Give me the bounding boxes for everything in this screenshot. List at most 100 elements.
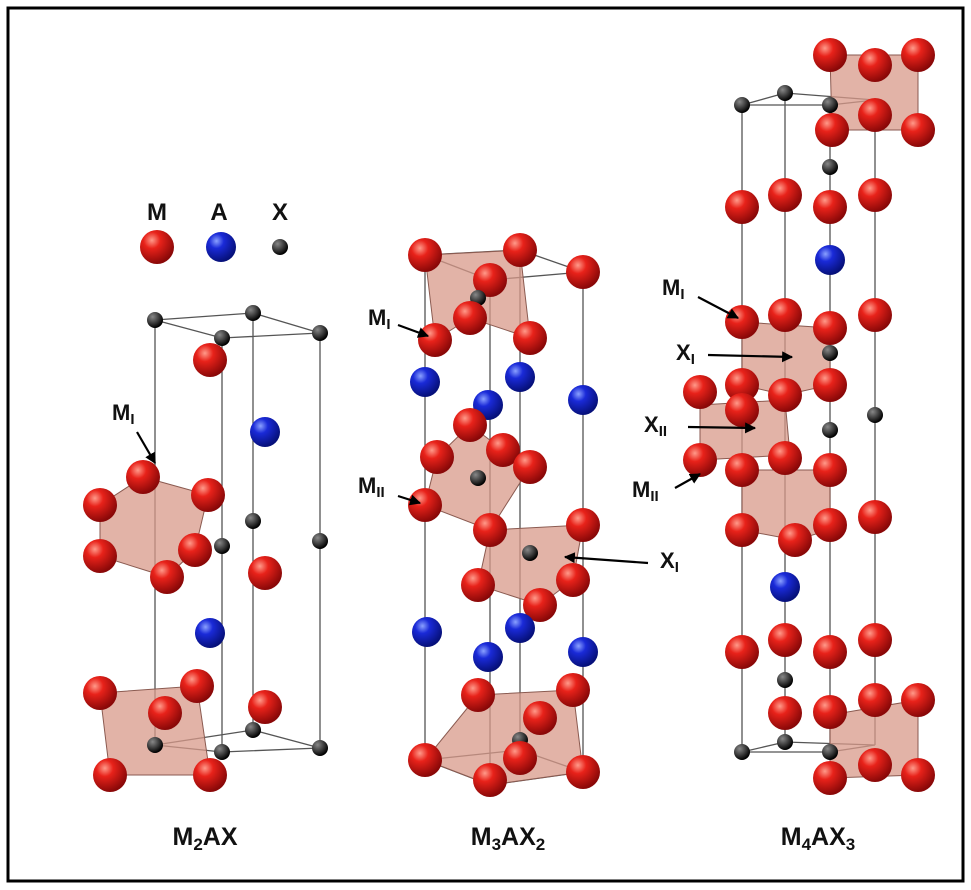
atom-m [556, 673, 590, 707]
atom-x [867, 407, 883, 423]
figure: M A X MI M2AX MI MII XI M3AX2 MI XI XII … [0, 0, 971, 890]
caption-sub: 3 [492, 835, 501, 854]
atom-m [408, 743, 442, 777]
atom-m [768, 378, 802, 412]
label-sub: I [386, 316, 390, 333]
atom-x [214, 744, 230, 760]
atom-m [768, 298, 802, 332]
atom-m [725, 635, 759, 669]
atom-x [734, 744, 750, 760]
atom-m [503, 233, 537, 267]
atom-m [725, 393, 759, 427]
atom-m [815, 113, 849, 147]
atom-x [214, 538, 230, 554]
atom-m [858, 48, 892, 82]
atom-m [150, 560, 184, 594]
atom-m [461, 678, 495, 712]
caption-part: M [471, 823, 492, 851]
label-sub: I [130, 411, 134, 428]
atom-a [568, 385, 598, 415]
atom-x [777, 85, 793, 101]
atom-x [822, 159, 838, 175]
atom-m [858, 748, 892, 782]
label-main: M [358, 473, 376, 498]
atom-m [813, 761, 847, 795]
atom-m [901, 758, 935, 792]
atom-x [147, 737, 163, 753]
atom-m [566, 508, 600, 542]
label-main: M [368, 305, 386, 330]
legend-label: A [210, 199, 227, 226]
atom-m [858, 623, 892, 657]
atom-m [768, 178, 802, 212]
atom-x [777, 672, 793, 688]
label-sub: II [650, 488, 658, 505]
atom-m [768, 696, 802, 730]
atom-x [470, 470, 486, 486]
atom-m [513, 450, 547, 484]
caption-part: AX [203, 823, 238, 851]
atom-x [147, 312, 163, 328]
caption: M2AX [172, 823, 237, 854]
label-sub: II [376, 484, 384, 501]
atom-x [245, 722, 261, 738]
atom-m [148, 696, 182, 730]
atom-a [473, 642, 503, 672]
atom-m [813, 453, 847, 487]
atom-m [768, 623, 802, 657]
atom-m [180, 669, 214, 703]
atom-m [248, 690, 282, 724]
atom-a [412, 617, 442, 647]
atom-a [410, 367, 440, 397]
caption: M4AX3 [781, 823, 856, 854]
atom-x [312, 533, 328, 549]
label-sub: I [675, 559, 679, 576]
atom-m [473, 513, 507, 547]
atom-m [566, 255, 600, 289]
caption-sub: 2 [193, 835, 202, 854]
atom-x [245, 513, 261, 529]
atom-m [725, 453, 759, 487]
atom-m [813, 190, 847, 224]
label-main: M [662, 275, 680, 300]
caption-part: M [172, 823, 193, 851]
atom-m [248, 556, 282, 590]
atom-a [206, 232, 236, 262]
atom-a [505, 613, 535, 643]
atom-x [822, 97, 838, 113]
atom-m [858, 500, 892, 534]
atom-m [725, 513, 759, 547]
atom-m [778, 523, 812, 557]
atom-m [858, 683, 892, 717]
page: {"legend":[{"label":"M"},{"label":"A"},{… [0, 0, 971, 890]
atom-m [566, 755, 600, 789]
atom-m [813, 508, 847, 542]
caption: M3AX2 [471, 823, 546, 854]
atom-a [505, 362, 535, 392]
atom-a [568, 637, 598, 667]
atom-m [725, 305, 759, 339]
atom-m [901, 113, 935, 147]
caption-part: AX [811, 823, 846, 851]
atom-m [813, 368, 847, 402]
atom-x [245, 305, 261, 321]
legend-label: X [272, 199, 288, 226]
atom-m [858, 178, 892, 212]
atom-a [815, 245, 845, 275]
atom-m [93, 758, 127, 792]
atom-m [420, 440, 454, 474]
atom-m [178, 533, 212, 567]
atom-m [408, 238, 442, 272]
atom-m [813, 695, 847, 729]
atom-m [191, 478, 225, 512]
atom-x [734, 97, 750, 113]
label-sub: II [659, 423, 667, 440]
label-main: M [112, 400, 130, 425]
label-main: M [632, 477, 650, 502]
atom-m [556, 563, 590, 597]
atom-m [813, 311, 847, 345]
atom-m [83, 539, 117, 573]
atom-m [513, 321, 547, 355]
label-sub: I [680, 286, 684, 303]
atom-m [858, 98, 892, 132]
